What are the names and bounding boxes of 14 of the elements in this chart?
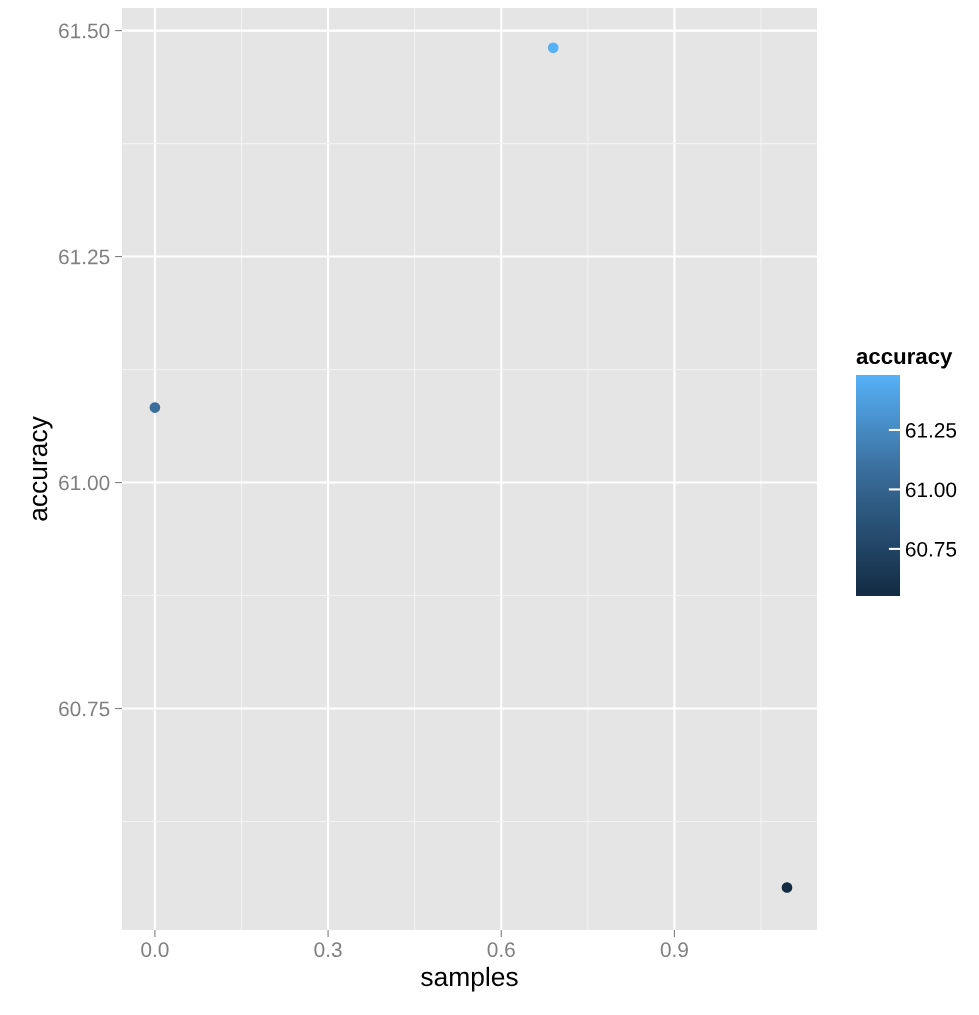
y-tick-label: 61.00 (59, 475, 110, 491)
x-tick-label: 0.0 (141, 942, 169, 958)
color-bar-label: 61.00 (905, 482, 957, 498)
color-bar-label: 60.75 (905, 541, 957, 557)
y-tick-label: 61.25 (59, 249, 110, 265)
x-axis-title: samples (421, 966, 518, 992)
x-tick-label: 0.9 (660, 942, 688, 958)
y-tick-label: 61.50 (59, 23, 110, 39)
x-tick-label: 0.6 (487, 942, 515, 958)
color-bar-title: accuracy (856, 351, 953, 369)
y-tick-label: 60.75 (59, 701, 110, 717)
x-tick-label: 0.3 (314, 942, 342, 958)
y-axis-title: accuracy (32, 416, 53, 521)
color-bar-label: 61.25 (905, 422, 957, 438)
